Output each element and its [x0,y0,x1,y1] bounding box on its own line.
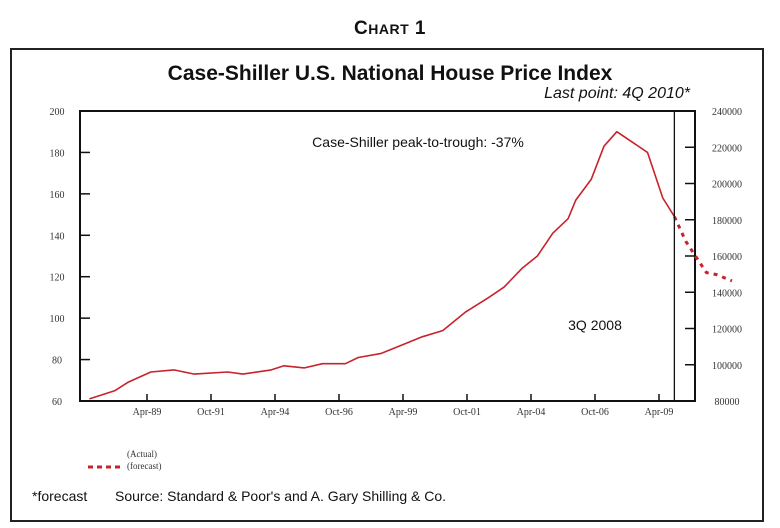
plot-area-border [79,110,696,402]
chart-label-rest: HART [368,21,410,37]
y-tick-label-left: 80 [52,356,62,367]
series-line-forecast [673,215,733,283]
chart-frame [10,48,764,522]
y-tick-label-left: 120 [50,273,65,284]
x-tick-label: Apr-09 [645,407,674,418]
legend: (Actual) (forecast) [88,449,161,471]
y-tick-label-left: 60 [52,397,62,408]
y-tick-label-right: 220000 [712,143,742,154]
chart-label-first: C [354,18,369,39]
x-tick-label: Oct-01 [453,407,481,418]
x-tick-label: Oct-91 [197,407,225,418]
x-tick-label: Apr-89 [133,407,162,418]
chart-number: 1 [414,18,426,39]
x-tick-label: Apr-94 [261,407,290,418]
y-tick-label-left: 180 [50,148,65,159]
axes: 60 80 100 120 140 160 180 200 80000 100000 120000 1… [50,107,743,418]
chart-subtitle: Last point: 4Q 2010* [544,85,691,102]
y-tick-label-right: 140000 [712,288,742,299]
legend-label-forecast: (forecast) [127,461,161,471]
series-group [89,130,733,400]
footer-note: *forecast [32,488,87,504]
y-tick-label-right: 160000 [712,252,742,263]
x-tick-label: Apr-04 [517,407,546,418]
y-tick-label-right: 120000 [712,325,742,336]
x-tick-label: Apr-99 [389,407,418,418]
peak-to-trough-annotation: Case-Shiller peak-to-trough: -37% [312,134,524,150]
y-tick-label-left: 160 [50,190,65,201]
footer-source: Source: Standard & Poor's and A. Gary Sh… [115,488,446,504]
x-tick-label: Oct-06 [581,407,609,418]
legend-label-actual: (Actual) [127,449,157,459]
y-tick-label-right: 100000 [712,361,742,372]
series-line-actual [89,130,676,400]
chart-title: Case-Shiller U.S. National House Price I… [168,62,613,85]
y-tick-label-left: 140 [50,231,65,242]
y-tick-label-right: 240000 [712,107,742,118]
y-tick-label-right: 80000 [715,397,740,408]
y-tick-label-left: 100 [50,314,65,325]
event-label-annotation: 3Q 2008 [568,317,622,333]
chart-label: CHART 1 [0,18,780,40]
y-tick-label-left: 200 [50,107,65,118]
x-tick-label: Oct-96 [325,407,353,418]
y-tick-label-right: 180000 [712,216,742,227]
y-tick-label-right: 200000 [712,180,742,191]
